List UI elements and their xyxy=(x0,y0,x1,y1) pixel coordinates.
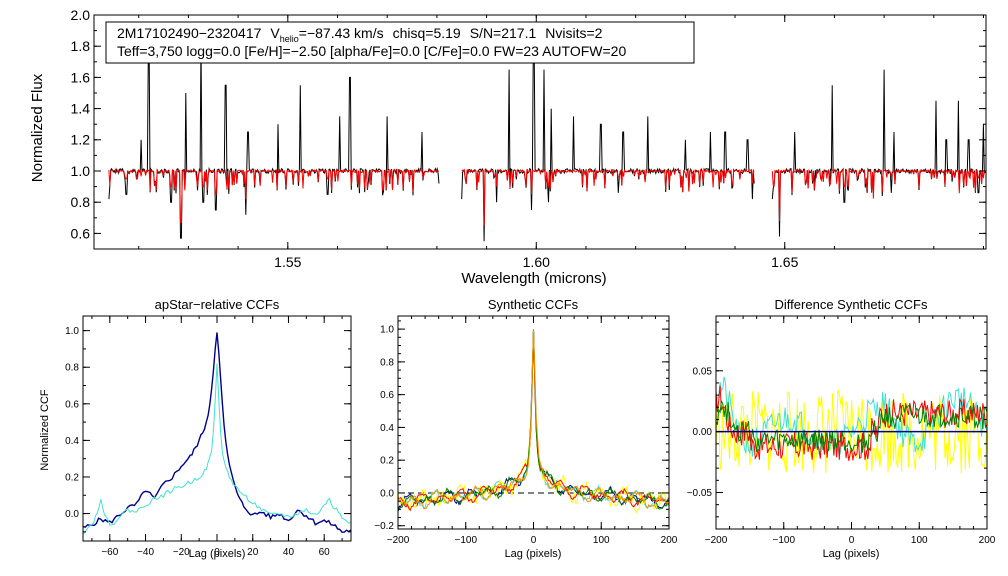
spectrum-axis-ticks: 1.55 1.60 1.65 0.6 0.8 1.0 1.2 1.4 1.6 1.8 2.0 xyxy=(71,7,986,270)
x-tick-label: 20 xyxy=(247,547,259,558)
y-tick-label: 0.0 xyxy=(65,509,79,520)
x-tick-label: 1.55 xyxy=(274,254,301,270)
synthetic-ccf-line xyxy=(398,329,669,514)
spectrum-observed-line xyxy=(771,69,986,237)
star-id: 2M17102490−2320417 xyxy=(117,25,262,41)
difference-ccf-panel: Difference Synthetic CCFs −200 −100 0 100 20… xyxy=(687,297,996,560)
spectrum-model-line xyxy=(461,168,755,226)
x-tick-label: −40 xyxy=(137,547,154,558)
spectrum-model-line xyxy=(771,168,986,221)
synthetic-axis-ticks: −200 −100 0 100 200 −0.2 0.0 0.2 0.4 0.6 0.8 1.0 xyxy=(374,316,678,546)
x-tick-label: 200 xyxy=(979,535,996,546)
difference-ccf-line xyxy=(716,399,987,453)
x-tick-label: −200 xyxy=(387,535,410,546)
y-tick-label: 1.2 xyxy=(71,132,91,148)
y-tick-label: 0.6 xyxy=(65,399,79,410)
chisq-value: chisq=5.19 xyxy=(393,25,461,41)
synthetic-ccf-title: Synthetic CCFs xyxy=(488,297,579,312)
y-tick-label: 1.8 xyxy=(71,38,91,54)
synthetic-x-axis-label: Lag (pixels) xyxy=(505,548,562,560)
y-tick-label: 1.6 xyxy=(71,69,91,85)
y-tick-label: 0.6 xyxy=(71,225,91,241)
y-tick-label: 0.8 xyxy=(65,363,79,374)
spectrum-panel: 1.55 1.60 1.65 0.6 0.8 1.0 1.2 1.4 1.6 1.8 2.0 Wav… xyxy=(29,7,987,287)
snr-value: S/N=217.1 xyxy=(470,25,537,41)
difference-series-group xyxy=(716,376,987,474)
y-tick-label: 1.0 xyxy=(65,326,79,337)
y-tick-label: −0.2 xyxy=(374,521,394,532)
x-tick-label: 100 xyxy=(593,535,610,546)
apstar-ccf-line xyxy=(83,363,351,535)
difference-x-axis-label: Lag (pixels) xyxy=(823,548,880,560)
x-tick-label: 100 xyxy=(911,535,928,546)
synthetic-ccf-panel: Synthetic CCFs −200 −100 0 100 200 −0.2 0.0 0.2… xyxy=(374,297,678,560)
x-tick-label: 40 xyxy=(283,547,295,558)
spectrum-observed-line xyxy=(461,45,755,242)
synthetic-ccf-line xyxy=(398,329,669,510)
difference-ccf-title: Difference Synthetic CCFs xyxy=(775,297,928,312)
difference-plot-frame xyxy=(715,315,988,530)
y-tick-label: 1.0 xyxy=(71,163,91,179)
y-tick-label: 1.4 xyxy=(71,101,91,117)
y-tick-label: 0.4 xyxy=(380,423,394,434)
synthetic-ccf-line xyxy=(398,329,669,509)
synthetic-ccf-line xyxy=(398,329,669,512)
y-tick-label: 0.8 xyxy=(71,194,91,210)
difference-ccf-line xyxy=(716,385,987,461)
y-tick-label: 0.0 xyxy=(380,488,394,499)
apstar-series-group xyxy=(83,332,351,535)
difference-axis-ticks: −200 −100 0 100 200 −0.05 0.00 0.05 xyxy=(687,316,996,546)
x-tick-label: 60 xyxy=(319,547,331,558)
vhelio-value: =−87.43 km/s xyxy=(299,25,384,41)
y-tick-label: 0.6 xyxy=(380,390,394,401)
apstar-ccf-panel: apStar−relative CCFs −60 −40 −20 0 20 40 60 0.0… xyxy=(39,297,352,560)
y-tick-label: −0.05 xyxy=(687,488,713,499)
spectrum-x-axis-label: Wavelength (microns) xyxy=(461,270,606,287)
spectrum-info-line-2: Teff=3,750 logg=0.0 [Fe/H]=−2.50 [alpha/… xyxy=(117,43,626,59)
y-tick-label: 0.2 xyxy=(380,456,394,467)
apstar-ccf-title: apStar−relative CCFs xyxy=(155,297,280,312)
x-tick-label: 1.60 xyxy=(523,254,550,270)
vhelio-subscript: helio xyxy=(280,34,299,44)
x-tick-label: −100 xyxy=(454,535,477,546)
spectrum-y-axis-label: Normalized Flux xyxy=(29,73,46,182)
synthetic-ccf-line xyxy=(398,329,669,512)
spectrum-series-group xyxy=(108,38,986,242)
y-tick-label: 0.00 xyxy=(693,427,713,438)
y-tick-label: 2.0 xyxy=(71,7,91,23)
synthetic-ccf-line xyxy=(398,329,669,512)
y-tick-label: 0.05 xyxy=(693,366,713,377)
spectrum-info-line-1: 2M17102490−2320417 Vhelio=−87.43 km/s chis… xyxy=(117,25,603,44)
spectrum-plot-frame xyxy=(93,14,987,250)
vhelio-prefix: V xyxy=(270,25,280,41)
x-tick-label: −60 xyxy=(101,547,118,558)
x-tick-label: 200 xyxy=(661,535,678,546)
nvisits-value: Nvisits=2 xyxy=(545,25,602,41)
y-tick-label: 0.2 xyxy=(65,472,79,483)
x-tick-label: −20 xyxy=(173,547,190,558)
difference-ccf-line xyxy=(716,389,987,474)
apstar-axis-ticks: −60 −40 −20 0 20 40 60 0.0 0.2 0.4 0.6 0.8 1.0 xyxy=(65,316,351,558)
x-tick-label: 1.65 xyxy=(771,254,798,270)
spectrum-info-box xyxy=(105,21,695,64)
spectrum-observed-line xyxy=(108,38,440,239)
y-tick-label: 0.8 xyxy=(380,357,394,368)
apstar-ccf-line xyxy=(83,332,351,534)
x-tick-label: −200 xyxy=(705,535,728,546)
x-tick-label: 0 xyxy=(531,535,537,546)
spectrum-model-line xyxy=(108,168,440,223)
apstar-plot-frame xyxy=(82,315,352,542)
y-tick-label: 1.0 xyxy=(380,325,394,336)
x-tick-label: 0 xyxy=(214,547,220,558)
x-tick-label: 0 xyxy=(849,535,855,546)
synthetic-series-group xyxy=(398,329,669,514)
apstar-y-axis-label: Normalized CCF xyxy=(39,389,51,471)
y-tick-label: 0.4 xyxy=(65,436,79,447)
apstar-x-axis-label: Lag (pixels) xyxy=(189,548,246,560)
x-tick-label: −100 xyxy=(772,535,795,546)
